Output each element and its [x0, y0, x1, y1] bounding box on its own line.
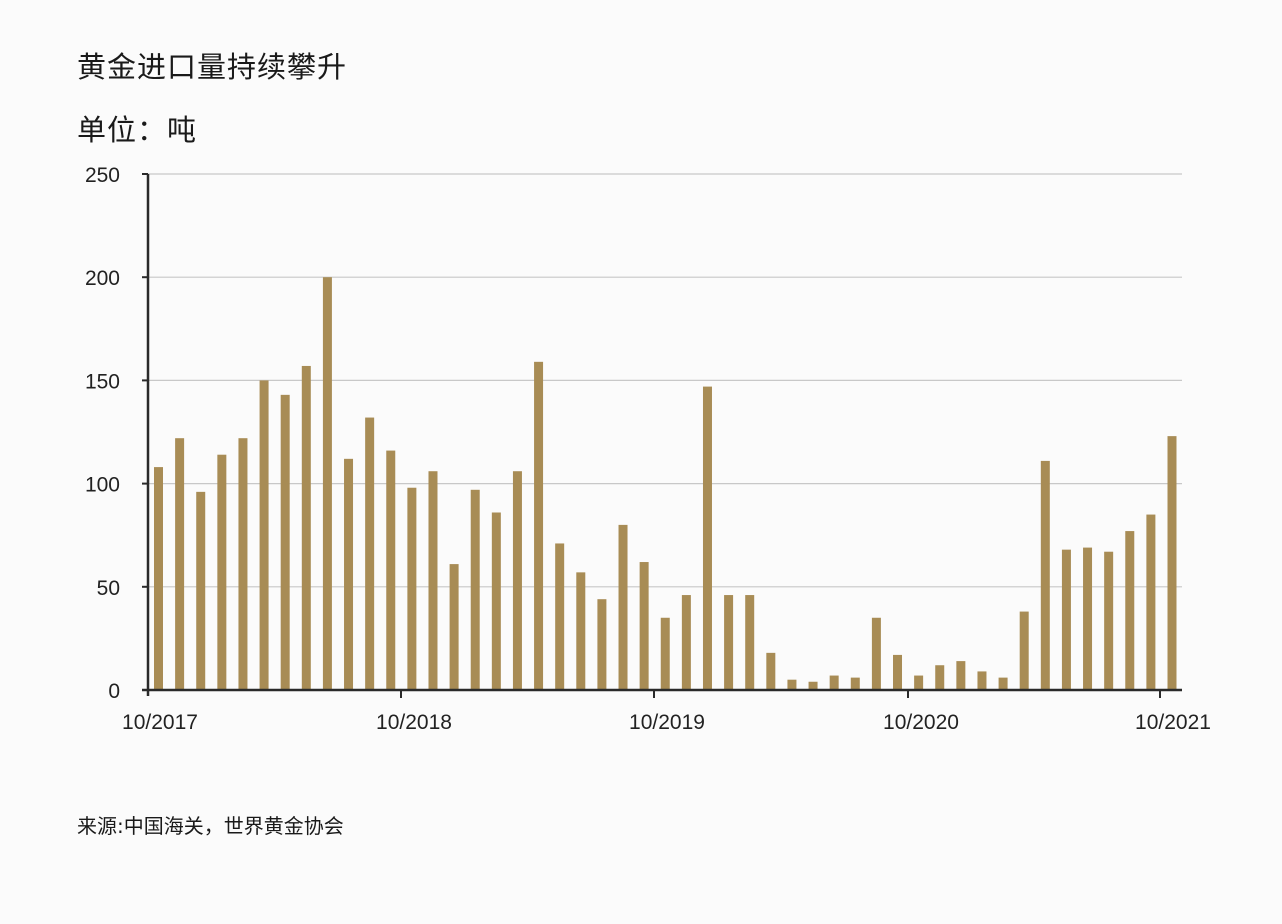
bar: 08/2019: 80 — [618, 524, 628, 690]
bar: 10/2021: 123 — [1167, 436, 1177, 690]
bar: 12/2020: 14 — [956, 661, 966, 690]
bar: 03/2019: 106 — [512, 471, 522, 690]
bar: 01/2021: 9 — [977, 671, 987, 690]
x-tick-label: 10/2021 — [1135, 711, 1211, 734]
bar: 09/2018: 116 — [386, 450, 396, 690]
bar: 07/2018: 112 — [344, 458, 354, 690]
bar: 08/2021: 77 — [1125, 531, 1135, 690]
bar: 11/2017: 122 — [175, 438, 185, 690]
bar: 05/2018: 157 — [301, 365, 311, 690]
unit-label: 单位：吨 — [77, 113, 198, 147]
bar: 03/2021: 38 — [1019, 611, 1029, 690]
bar-series: 10/2017: 108 11/2017: 122 12/2017: 96 01/20… — [154, 277, 1177, 690]
y-axis-ticks: 0 50 100 150 200 250 — [85, 164, 148, 703]
bar: 10/2017: 108 — [154, 467, 163, 690]
bar: 06/2018: 200 — [322, 277, 332, 690]
y-tick-label: 250 — [85, 164, 120, 187]
bar: 12/2017: 96 — [196, 491, 206, 690]
bar: 05/2021: 68 — [1061, 549, 1071, 690]
y-tick-label: 50 — [97, 577, 120, 600]
bar: 07/2021: 67 — [1104, 551, 1114, 690]
bar: 03/2018: 150 — [259, 380, 269, 690]
x-tick-label: 10/2020 — [883, 711, 959, 734]
bar: 09/2020: 17 — [893, 654, 903, 690]
bar: 12/2018: 61 — [449, 564, 459, 690]
bar: 04/2020: 5 — [787, 679, 797, 690]
x-tick-label: 10/2018 — [376, 711, 452, 734]
bar: 05/2020: 4 — [808, 681, 818, 690]
bar: 06/2021: 69 — [1083, 547, 1093, 690]
y-tick-label: 100 — [85, 474, 120, 497]
bar: 11/2019: 46 — [681, 595, 691, 690]
bar: 10/2019: 35 — [660, 617, 670, 690]
bar: 05/2019: 71 — [555, 543, 565, 690]
bar: 03/2020: 18 — [766, 652, 776, 690]
bar: 04/2021: 111 — [1040, 460, 1050, 690]
bar: 08/2020: 35 — [871, 617, 881, 690]
y-tick-label: 0 — [108, 680, 120, 703]
bar: 07/2019: 44 — [597, 599, 607, 690]
bar: 06/2019: 57 — [576, 572, 586, 690]
y-tick-label: 200 — [85, 267, 120, 290]
bar: 02/2020: 46 — [745, 595, 755, 690]
gridlines — [148, 173, 1182, 588]
bar: 10/2018: 98 — [407, 487, 417, 690]
x-tick-label: 10/2019 — [629, 711, 705, 734]
bar: 11/2020: 12 — [935, 665, 945, 690]
bar: 02/2021: 6 — [998, 677, 1008, 690]
axes — [142, 174, 1182, 696]
bar: 01/2020: 46 — [724, 595, 734, 690]
chart-title: 黄金进口量持续攀升 — [77, 50, 348, 84]
bar: 02/2019: 86 — [491, 512, 501, 690]
bar: 09/2019: 62 — [639, 562, 649, 690]
bar: 10/2020: 7 — [914, 675, 924, 690]
bar: 07/2020: 6 — [850, 677, 860, 690]
x-axis-ticks: 10/2017 10/2018 10/2019 10/2020 10/2021 — [122, 690, 1211, 734]
source-note: 来源:中国海关，世界黄金协会 — [77, 814, 344, 838]
bar: 02/2018: 122 — [238, 438, 248, 690]
bar: 04/2018: 143 — [280, 394, 290, 690]
bar: 08/2018: 132 — [365, 417, 375, 690]
x-tick-label: 10/2017 — [122, 711, 198, 734]
bar: 01/2018: 114 — [217, 454, 227, 690]
y-tick-label: 150 — [85, 370, 120, 393]
bar: 09/2021: 85 — [1146, 514, 1156, 690]
bar: 04/2019: 159 — [534, 361, 544, 690]
bar: 12/2019: 147 — [702, 386, 712, 690]
bar: 06/2020: 7 — [829, 675, 839, 690]
bar: 11/2018: 106 — [428, 471, 438, 690]
bar: 01/2019: 97 — [470, 489, 480, 690]
